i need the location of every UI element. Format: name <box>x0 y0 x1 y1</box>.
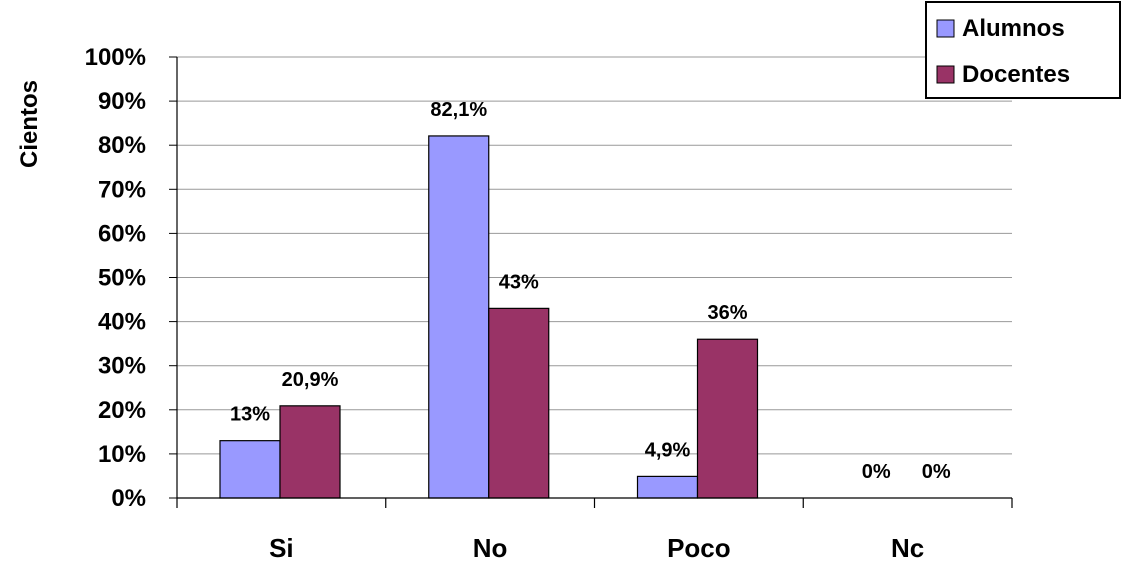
category-label: No <box>473 533 508 563</box>
x-axis <box>176 57 1013 508</box>
category-label: Poco <box>667 533 731 563</box>
bar-alumnos-poco <box>636 475 699 499</box>
y-axis-tick-labels: 0% 10% 20% 30% 40% 50% 60% 70% 80% 90% 100% <box>85 44 146 512</box>
y-tick-label: 0% <box>111 485 146 512</box>
data-label: 13% <box>230 404 270 426</box>
y-tick-label: 80% <box>98 132 146 159</box>
legend-box <box>925 1 1121 99</box>
bar-alumnos-no <box>428 135 490 499</box>
bar-alumnos-si <box>219 440 281 499</box>
bar-docentes-no <box>488 307 550 499</box>
y-tick-label: 40% <box>98 309 146 336</box>
y-tick-label: 90% <box>98 88 146 115</box>
legend-label: Alumnos <box>962 15 1065 42</box>
legend-swatch <box>936 19 955 38</box>
category-label: Nc <box>891 533 924 563</box>
category-label: Si <box>269 533 294 563</box>
data-label: 0% <box>922 461 951 483</box>
y-tick-label: 10% <box>98 441 146 468</box>
data-labels: 13% 82,1% 4,9% 0% 20,9% 43% 36% 0% <box>230 99 951 483</box>
y-tick-label: 70% <box>98 176 146 203</box>
data-label: 20,9% <box>282 369 339 391</box>
y-tick-label: 100% <box>85 44 146 71</box>
data-label: 36% <box>707 302 747 324</box>
legend: Alumnos Docentes <box>925 1 1121 99</box>
data-label: 0% <box>862 461 891 483</box>
legend-label: Docentes <box>962 61 1070 88</box>
y-tick-label: 60% <box>98 220 146 247</box>
bars <box>219 135 759 499</box>
data-label: 43% <box>499 271 539 293</box>
y-tick-label: 30% <box>98 353 146 380</box>
data-label: 4,9% <box>645 439 691 461</box>
bar-docentes-poco <box>696 338 759 499</box>
y-tick-label: 50% <box>98 265 146 292</box>
y-axis-title: Cientos <box>16 80 43 168</box>
data-label: 82,1% <box>430 99 487 121</box>
category-labels: Si No Poco Nc <box>269 533 924 563</box>
y-tick-label: 20% <box>98 397 146 424</box>
bar-docentes-si <box>279 405 341 499</box>
legend-swatch <box>936 65 955 84</box>
